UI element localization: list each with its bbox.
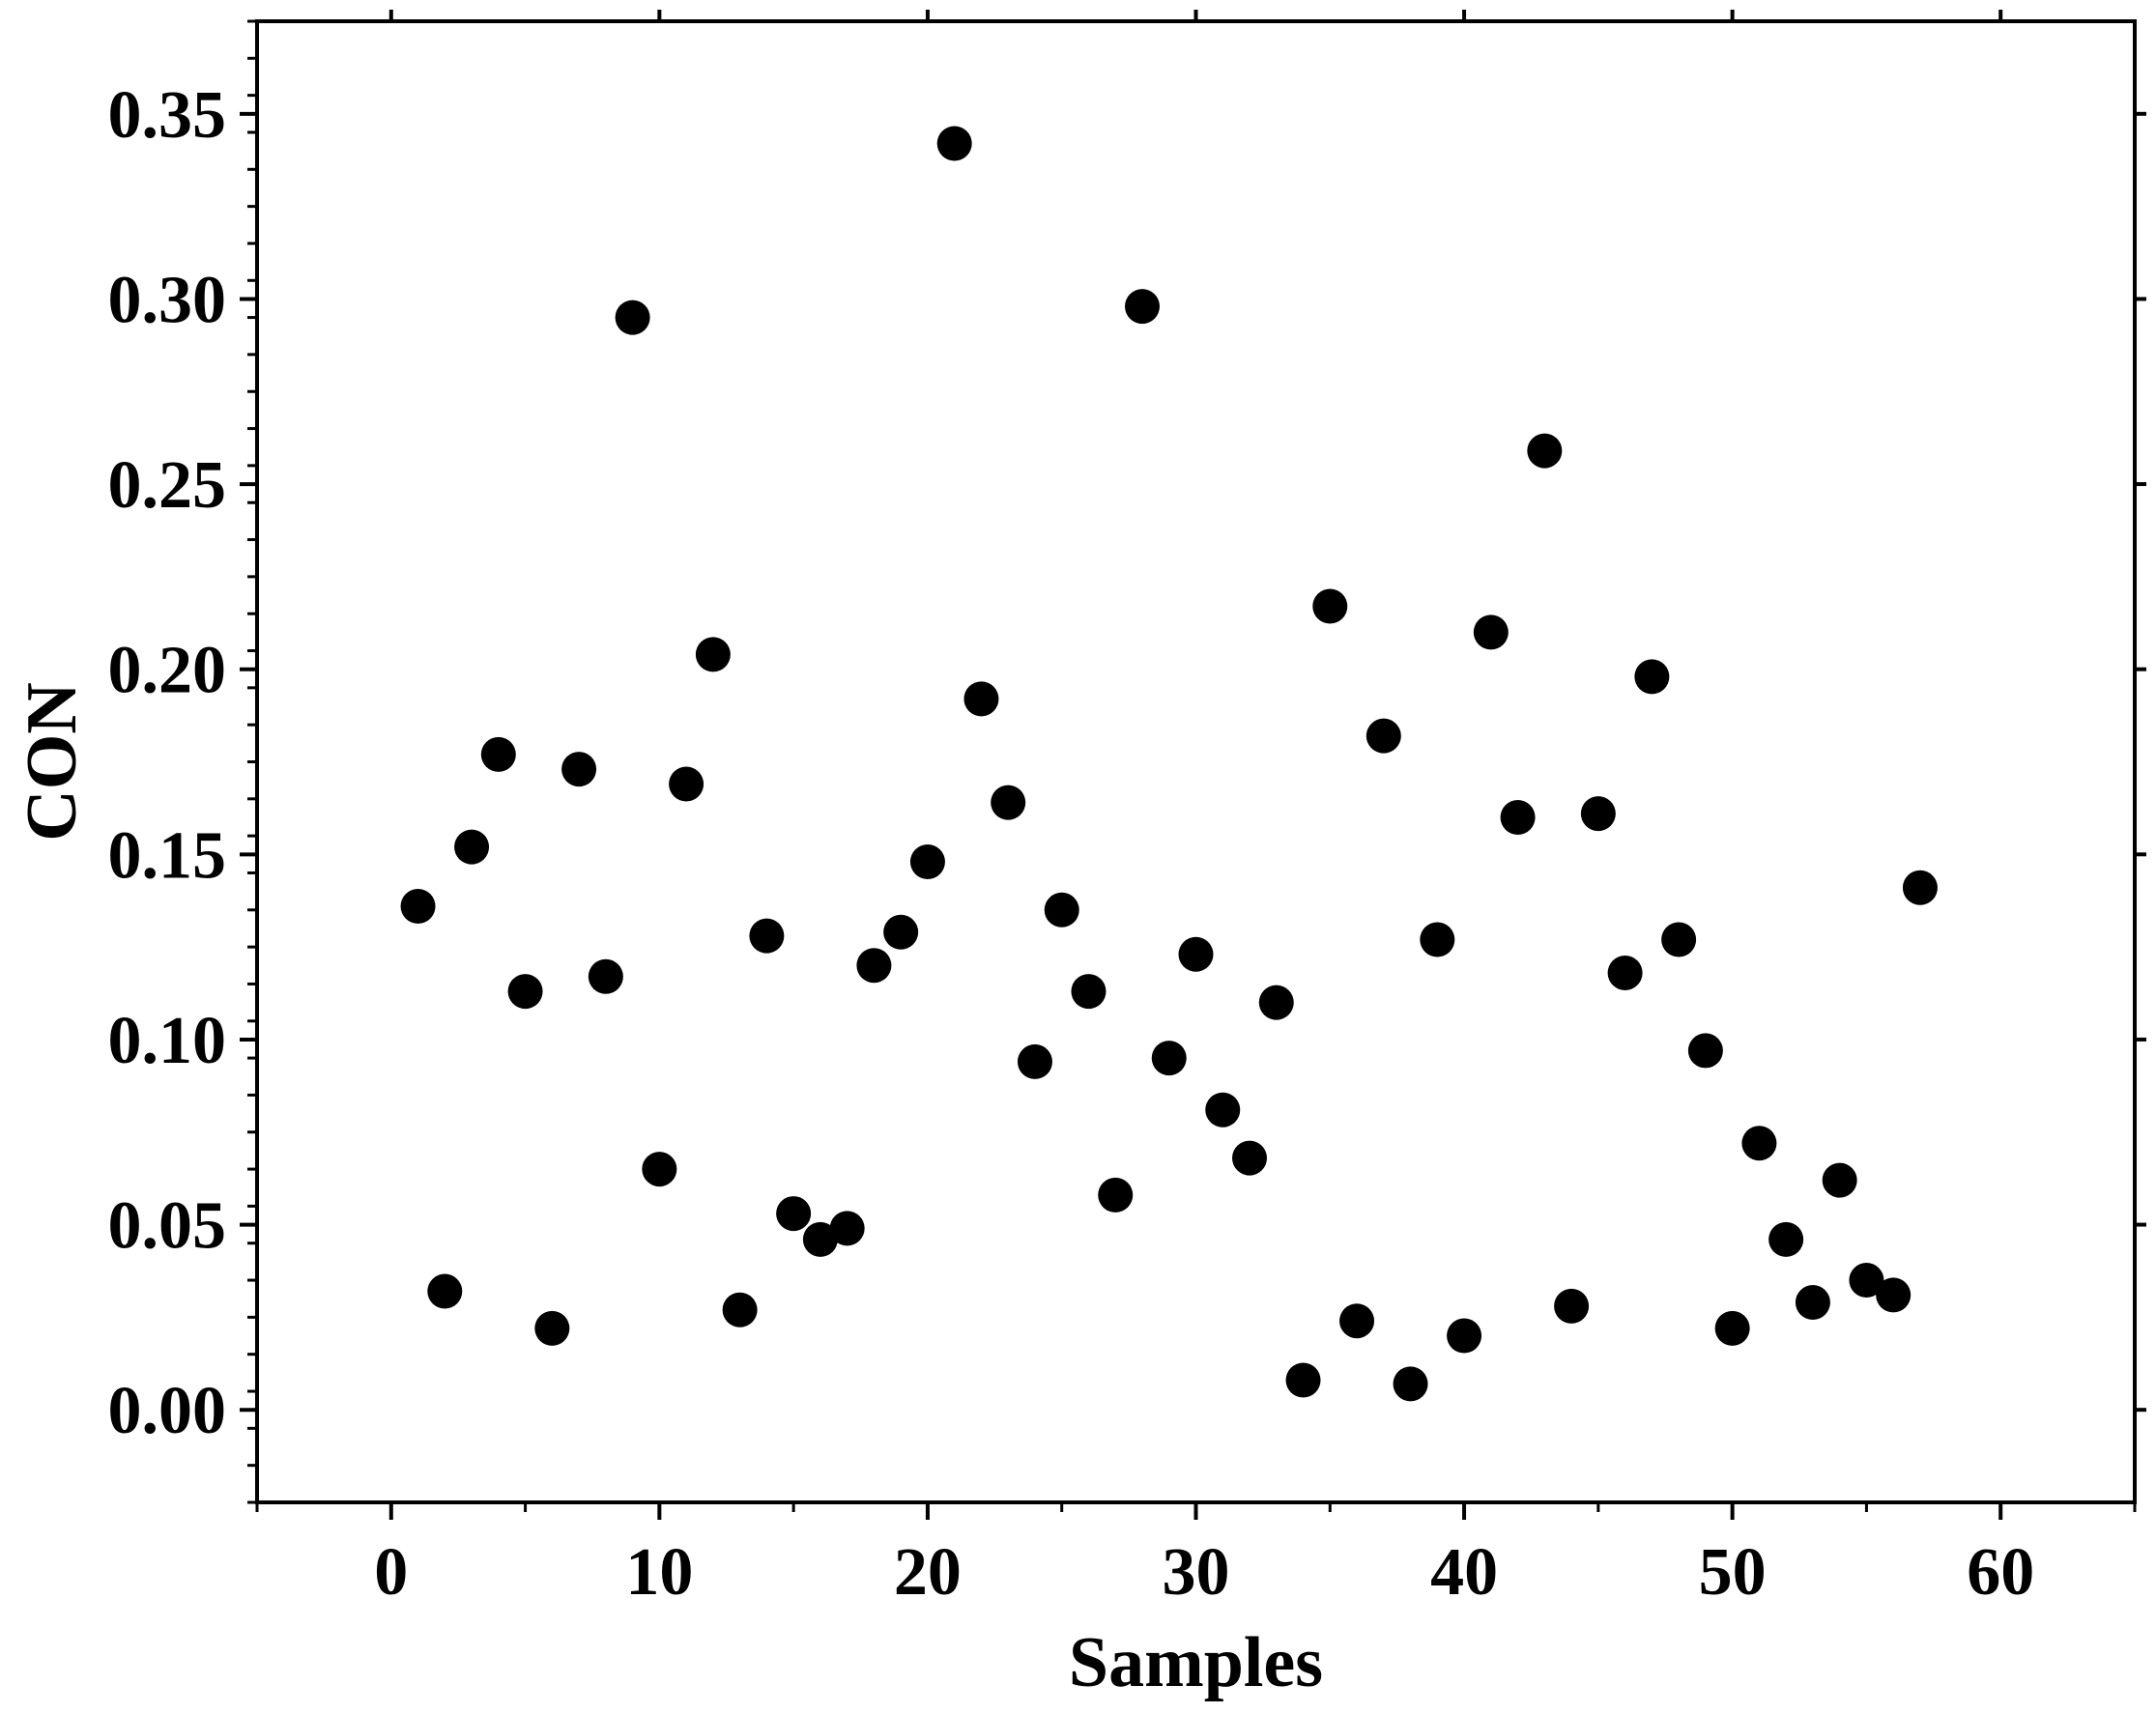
- data-point: [1634, 659, 1670, 695]
- data-point: [1071, 974, 1107, 1010]
- data-point: [1285, 1362, 1321, 1398]
- data-point: [1876, 1277, 1912, 1313]
- data-point: [1124, 289, 1160, 325]
- x-tick-label: 0: [374, 1535, 408, 1610]
- data-point: [1554, 1288, 1590, 1324]
- data-point: [454, 829, 490, 865]
- data-point: [400, 888, 436, 924]
- data-point: [669, 766, 704, 802]
- y-axis-title: CON: [13, 682, 92, 841]
- data-point: [1393, 1366, 1428, 1402]
- data-point: [749, 918, 785, 954]
- data-point: [856, 948, 892, 984]
- data-point: [1232, 1140, 1268, 1176]
- x-tick-label: 40: [1430, 1535, 1498, 1610]
- y-tick-label: 0.25: [108, 448, 227, 523]
- y-tick-label: 0.10: [108, 1004, 227, 1078]
- data-point: [829, 1211, 865, 1246]
- data-point: [802, 1221, 838, 1257]
- data-point: [1768, 1221, 1804, 1257]
- axis-tick-labels: 0 10 20 30 40 50 60 0.00 0.05 0.10 0.15 0.20 0.25 0.3…: [108, 78, 2035, 1610]
- data-point: [1687, 1033, 1723, 1069]
- data-point: [1258, 985, 1294, 1020]
- data-point: [1849, 1263, 1884, 1299]
- x-tick-label: 50: [1699, 1535, 1767, 1610]
- data-point: [642, 1152, 677, 1187]
- x-tick-label: 60: [1967, 1535, 2034, 1610]
- x-tick-label: 20: [894, 1535, 962, 1610]
- data-point: [1447, 1318, 1482, 1354]
- data-point: [1607, 955, 1643, 990]
- data-point: [909, 843, 945, 879]
- y-tick-label: 0.00: [108, 1374, 227, 1448]
- y-tick-label: 0.35: [108, 78, 227, 153]
- data-point: [1098, 1177, 1134, 1213]
- data-point: [1795, 1285, 1830, 1321]
- x-tick-label: 10: [625, 1535, 693, 1610]
- data-point: [1527, 433, 1563, 469]
- data-point: [1902, 870, 1938, 905]
- data-point: [588, 958, 623, 994]
- data-point: [722, 1292, 758, 1328]
- x-axis-title: Samples: [1069, 1623, 1323, 1702]
- data-point: [1420, 922, 1455, 957]
- y-tick-label: 0.20: [108, 634, 227, 708]
- data-point: [615, 300, 650, 335]
- data-point: [695, 637, 731, 672]
- data-point: [1339, 1303, 1375, 1339]
- y-tick-label: 0.05: [108, 1189, 227, 1264]
- data-point: [1365, 718, 1401, 754]
- data-point: [1044, 892, 1079, 928]
- plot-frame: [255, 19, 2137, 1504]
- data-points: [400, 126, 1938, 1402]
- data-point: [1714, 1310, 1750, 1346]
- data-point: [507, 974, 543, 1010]
- data-point: [1205, 1092, 1241, 1128]
- data-point: [1151, 1041, 1187, 1076]
- data-point: [991, 785, 1026, 820]
- data-point: [1178, 936, 1214, 972]
- data-point: [1017, 1043, 1052, 1079]
- data-point: [776, 1196, 812, 1232]
- data-point: [480, 736, 516, 772]
- data-point: [1312, 588, 1348, 624]
- y-tick-label: 0.30: [108, 263, 227, 337]
- data-point: [534, 1310, 570, 1346]
- data-point: [1580, 796, 1616, 832]
- x-tick-label: 30: [1163, 1535, 1230, 1610]
- data-point: [1741, 1126, 1777, 1161]
- y-tick-label: 0.15: [108, 818, 227, 893]
- data-point: [1661, 922, 1697, 957]
- data-point: [561, 752, 597, 787]
- data-point: [1473, 614, 1509, 650]
- data-point: [1822, 1162, 1857, 1198]
- data-point: [963, 681, 999, 717]
- data-point: [1500, 799, 1536, 835]
- data-point: [883, 914, 919, 950]
- data-point: [936, 126, 972, 161]
- data-point: [427, 1273, 463, 1309]
